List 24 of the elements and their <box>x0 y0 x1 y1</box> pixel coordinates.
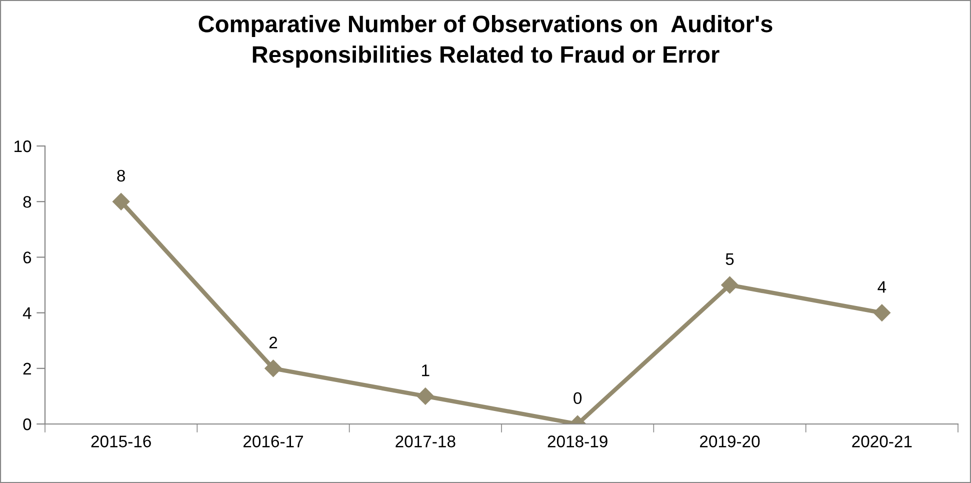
x-tick-label: 2015-16 <box>91 436 151 448</box>
data-label: 0 <box>574 392 582 404</box>
x-tick-label: 2016-17 <box>244 436 303 448</box>
y-tick-label: 8 <box>23 196 32 208</box>
y-tick-label: 2 <box>23 362 31 374</box>
y-tick-label: 10 <box>14 140 32 152</box>
x-tick-label: 2017-18 <box>396 436 456 448</box>
data-label: 8 <box>117 170 125 182</box>
point <box>112 193 130 210</box>
point <box>873 304 890 322</box>
y-tick-label: 0 <box>23 418 32 430</box>
data-label: 4 <box>878 281 886 293</box>
point <box>416 388 434 405</box>
point <box>721 276 738 294</box>
chart-title: Comparative Number of Observations on Auditor's Responsibilities Related to Fraud or Error <box>198 15 772 68</box>
data-label: 5 <box>726 253 734 266</box>
x-tick-label: 2018-19 <box>548 436 608 448</box>
x-tick-label: 2019-20 <box>700 436 760 448</box>
y-tick-label: 6 <box>23 252 32 264</box>
point <box>264 360 282 377</box>
data-label: 1 <box>422 364 430 376</box>
y-tick-label: 4 <box>22 307 32 319</box>
x-tick-label: 2020-21 <box>852 436 912 448</box>
data-label: 2 <box>269 336 278 348</box>
